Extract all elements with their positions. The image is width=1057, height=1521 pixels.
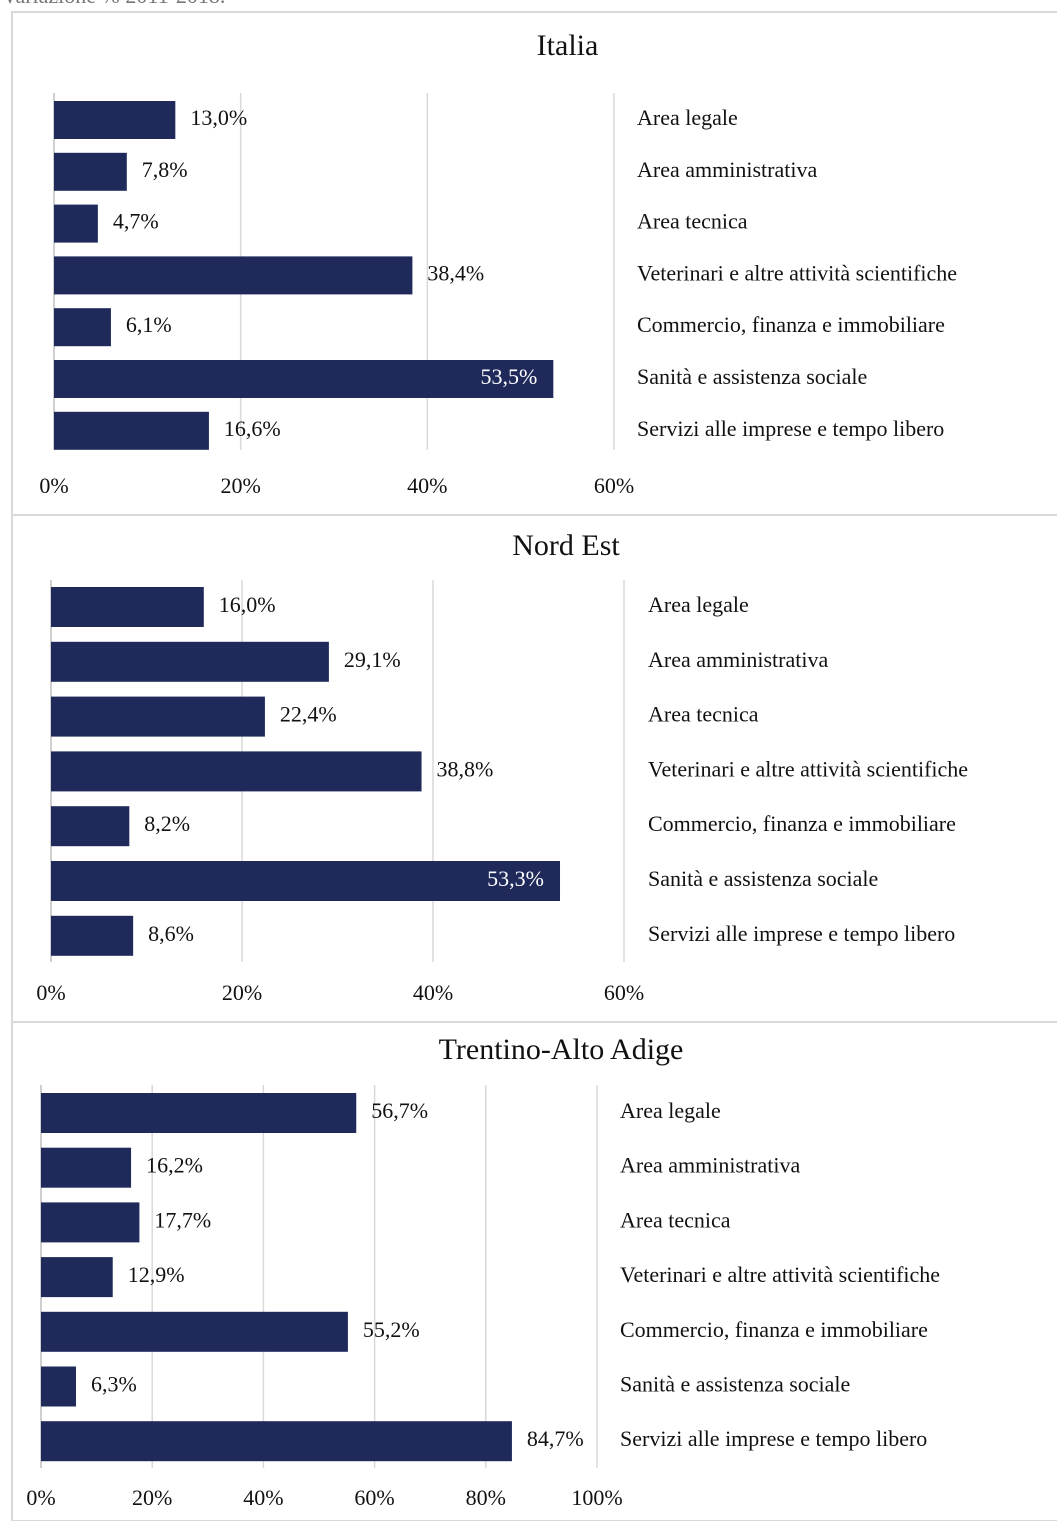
value-label: 29,1% [344,647,401,672]
category-label: Servizi alle imprese e tempo libero [620,1426,927,1451]
category-label: Area amministrativa [648,647,828,672]
x-tick-label: 60% [354,1485,394,1510]
bar [54,256,413,295]
bar [41,1421,512,1462]
bar [54,101,176,139]
category-label: Veterinari e altre attività scientifiche [637,260,957,285]
value-label: 16,6% [224,416,281,441]
bar [41,1366,77,1407]
bar [51,915,134,956]
value-label: 84,7% [527,1426,584,1451]
category-label: Commercio, finanza e immobiliare [637,312,945,337]
chart-title: Italia [537,29,599,62]
value-label: 12,9% [128,1262,185,1287]
category-label: Veterinari e altre attività scientifiche [648,756,968,781]
category-label: Area amministrativa [620,1153,800,1178]
x-tick-label: 40% [407,473,447,498]
bar [51,806,130,847]
bar [51,861,561,901]
bar [51,751,422,792]
value-label: 38,4% [427,260,484,285]
x-tick-label: 40% [413,980,453,1005]
x-tick-label: 60% [594,473,634,498]
x-tick-label: 80% [466,1485,506,1510]
value-label: 53,3% [487,866,544,891]
category-label: Area tecnica [648,702,759,727]
panel [11,1021,1057,1521]
category-label: Sanità e assistenza sociale [620,1372,850,1397]
x-tick-label: 0% [39,473,68,498]
x-tick-label: 20% [222,980,262,1005]
value-label: 4,7% [113,209,159,234]
category-label: Sanità e assistenza sociale [648,866,878,891]
value-label: 8,2% [144,811,190,836]
category-label: Commercio, finanza e immobiliare [648,811,956,836]
bar [54,360,554,398]
bar [41,1257,113,1298]
category-label: Area amministrativa [637,157,817,182]
value-label: 6,1% [126,312,172,337]
bar [51,587,204,627]
caption: Variazione % 2011-2018. [2,0,225,8]
chart-title: Trentino-Alto Adige [439,1033,684,1066]
bar [54,204,98,243]
category-label: Area tecnica [620,1207,731,1232]
bar [41,1202,140,1243]
bar [41,1311,348,1352]
category-label: Area legale [637,105,738,130]
bar [54,152,127,191]
category-label: Servizi alle imprese e tempo libero [648,921,955,946]
value-label: 38,8% [437,756,494,781]
category-label: Area tecnica [637,209,748,234]
x-tick-label: 60% [604,980,644,1005]
category-label: Commercio, finanza e immobiliare [620,1317,928,1342]
value-label: 56,7% [371,1098,428,1123]
x-tick-label: 20% [221,473,261,498]
bar [54,308,111,347]
chart-title: Nord Est [512,529,620,562]
value-label: 7,8% [142,157,188,182]
x-tick-label: 0% [26,1485,55,1510]
x-tick-label: 40% [243,1485,283,1510]
bar [54,411,209,450]
x-tick-label: 100% [571,1485,622,1510]
category-label: Servizi alle imprese e tempo libero [637,416,944,441]
category-label: Sanità e assistenza sociale [637,364,867,389]
value-label: 16,0% [219,592,276,617]
value-label: 8,6% [148,921,194,946]
value-label: 22,4% [280,702,337,727]
category-label: Veterinari e altre attività scientifiche [620,1262,940,1287]
value-label: 6,3% [91,1372,137,1397]
bar [51,641,329,682]
bar [41,1093,357,1133]
bar [51,696,265,737]
value-label: 16,2% [146,1153,203,1178]
value-label: 53,5% [481,364,538,389]
category-label: Area legale [620,1098,721,1123]
value-label: 13,0% [190,105,247,130]
x-tick-label: 20% [132,1485,172,1510]
x-tick-label: 0% [36,980,65,1005]
value-label: 55,2% [363,1317,420,1342]
category-label: Area legale [648,592,749,617]
value-label: 17,7% [154,1207,211,1232]
bar [41,1147,132,1188]
